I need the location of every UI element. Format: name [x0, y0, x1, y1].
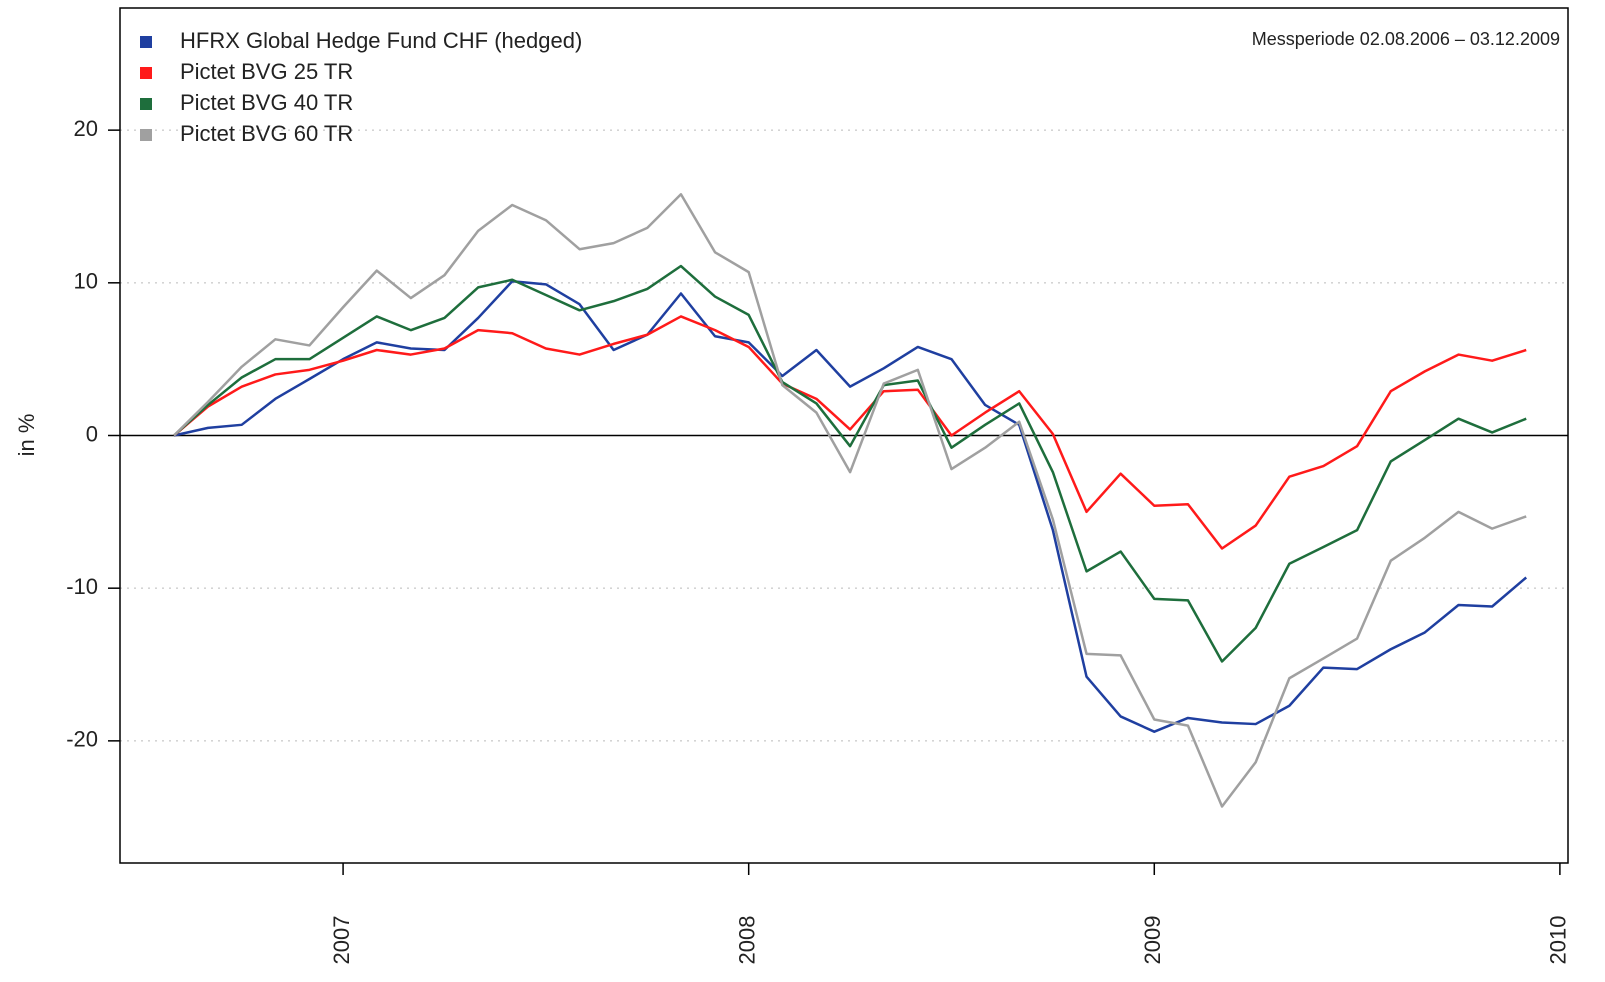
y-tick-label: 0 [86, 421, 98, 446]
legend-label: Pictet BVG 25 TR [180, 59, 353, 84]
legend-swatch [140, 36, 152, 48]
x-tick-label: 2008 [734, 916, 759, 965]
y-tick-label: 10 [74, 269, 98, 294]
legend-label: Pictet BVG 60 TR [180, 121, 353, 146]
annotation: Messperiode 02.08.2006 – 03.12.2009 [1252, 29, 1560, 49]
x-tick-label: 2009 [1140, 916, 1165, 965]
plot-frame [119, 7, 1569, 864]
y-axis-label: in % [14, 414, 39, 457]
y-tick-label: -10 [66, 574, 98, 599]
legend-label: HFRX Global Hedge Fund CHF (hedged) [180, 28, 582, 53]
series-line [173, 315, 1527, 550]
y-tick-label: -20 [66, 727, 98, 752]
series-line [173, 280, 1528, 733]
legend-swatch [140, 67, 152, 79]
x-tick-label: 2007 [329, 916, 354, 965]
series-line [173, 264, 1527, 663]
x-tick-label: 2010 [1546, 916, 1571, 965]
series-line [173, 193, 1527, 808]
y-tick-label: 20 [74, 116, 98, 141]
legend-label: Pictet BVG 40 TR [180, 90, 353, 115]
legend-swatch [140, 98, 152, 110]
legend-swatch [140, 129, 152, 141]
